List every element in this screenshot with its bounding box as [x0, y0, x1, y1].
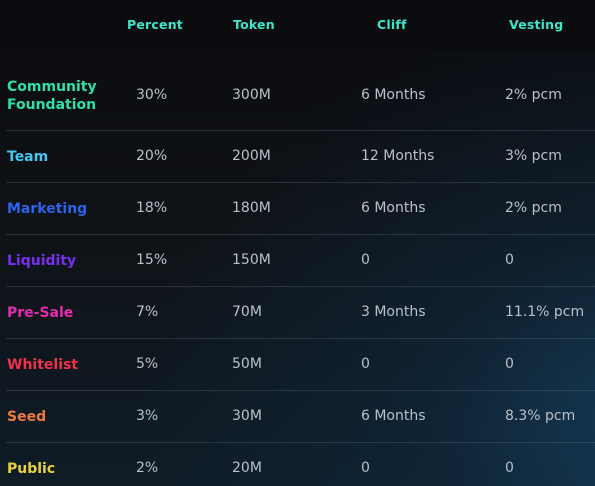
row-vesting: 8.3% pcm [505, 408, 576, 424]
row-percent: 20% [136, 148, 168, 164]
table-row-marketing: Marketing 18% 180M 6 Months 2% pcm [6, 183, 595, 235]
row-vesting: 2% pcm [505, 87, 562, 103]
row-token: 150M [232, 252, 271, 268]
row-name: Pre-Sale [7, 305, 74, 321]
row-name: Liquidity [7, 253, 77, 269]
row-name: Marketing [7, 201, 88, 217]
row-cliff: 6 Months [361, 87, 426, 103]
header-vesting: Vesting [509, 17, 564, 32]
table-header: Percent Token Cliff Vesting [0, 0, 595, 52]
table-row-seed: Seed 3% 30M 6 Months 8.3% pcm [6, 391, 595, 443]
table-row-pre-sale: Pre-Sale 7% 70M 3 Months 11.1% pcm [6, 287, 595, 339]
row-name: Seed [7, 409, 47, 425]
row-name: Public [7, 461, 56, 477]
row-percent: 15% [136, 252, 168, 268]
row-token: 180M [232, 200, 271, 216]
row-vesting: 2% pcm [505, 200, 562, 216]
row-percent: 18% [136, 200, 168, 216]
row-cliff: 0 [361, 252, 370, 268]
row-name: Team [7, 149, 49, 165]
row-cliff: 0 [361, 460, 370, 476]
row-cliff: 6 Months [361, 200, 426, 216]
row-cliff: 3 Months [361, 304, 426, 320]
table-row-liquidity: Liquidity 15% 150M 0 0 [6, 235, 595, 287]
row-percent: 3% [136, 408, 159, 424]
row-name: Whitelist [7, 357, 79, 373]
row-name: Community Foundation [7, 79, 97, 113]
row-percent: 5% [136, 356, 159, 372]
row-token: 20M [232, 460, 262, 476]
row-token: 50M [232, 356, 262, 372]
row-token: 200M [232, 148, 271, 164]
row-percent: 30% [136, 87, 168, 103]
row-token: 300M [232, 87, 271, 103]
row-percent: 7% [136, 304, 159, 320]
table-row-public: Public 2% 20M 0 0 [6, 443, 595, 486]
header-token: Token [233, 17, 275, 32]
row-percent: 2% [136, 460, 159, 476]
row-token: 30M [232, 408, 262, 424]
row-vesting: 0 [505, 460, 514, 476]
row-vesting: 0 [505, 356, 514, 372]
header-percent: Percent [127, 17, 183, 32]
table-row-whitelist: Whitelist 5% 50M 0 0 [6, 339, 595, 391]
header-cliff: Cliff [377, 17, 407, 32]
table-row-community-foundation: Community Foundation 30% 300M 6 Months 2… [6, 60, 595, 131]
row-cliff: 12 Months [361, 148, 435, 164]
table-row-team: Team 20% 200M 12 Months 3% pcm [6, 131, 595, 183]
row-vesting: 11.1% pcm [505, 304, 585, 320]
row-cliff: 0 [361, 356, 370, 372]
row-vesting: 3% pcm [505, 148, 562, 164]
row-cliff: 6 Months [361, 408, 426, 424]
row-vesting: 0 [505, 252, 514, 268]
row-token: 70M [232, 304, 262, 320]
